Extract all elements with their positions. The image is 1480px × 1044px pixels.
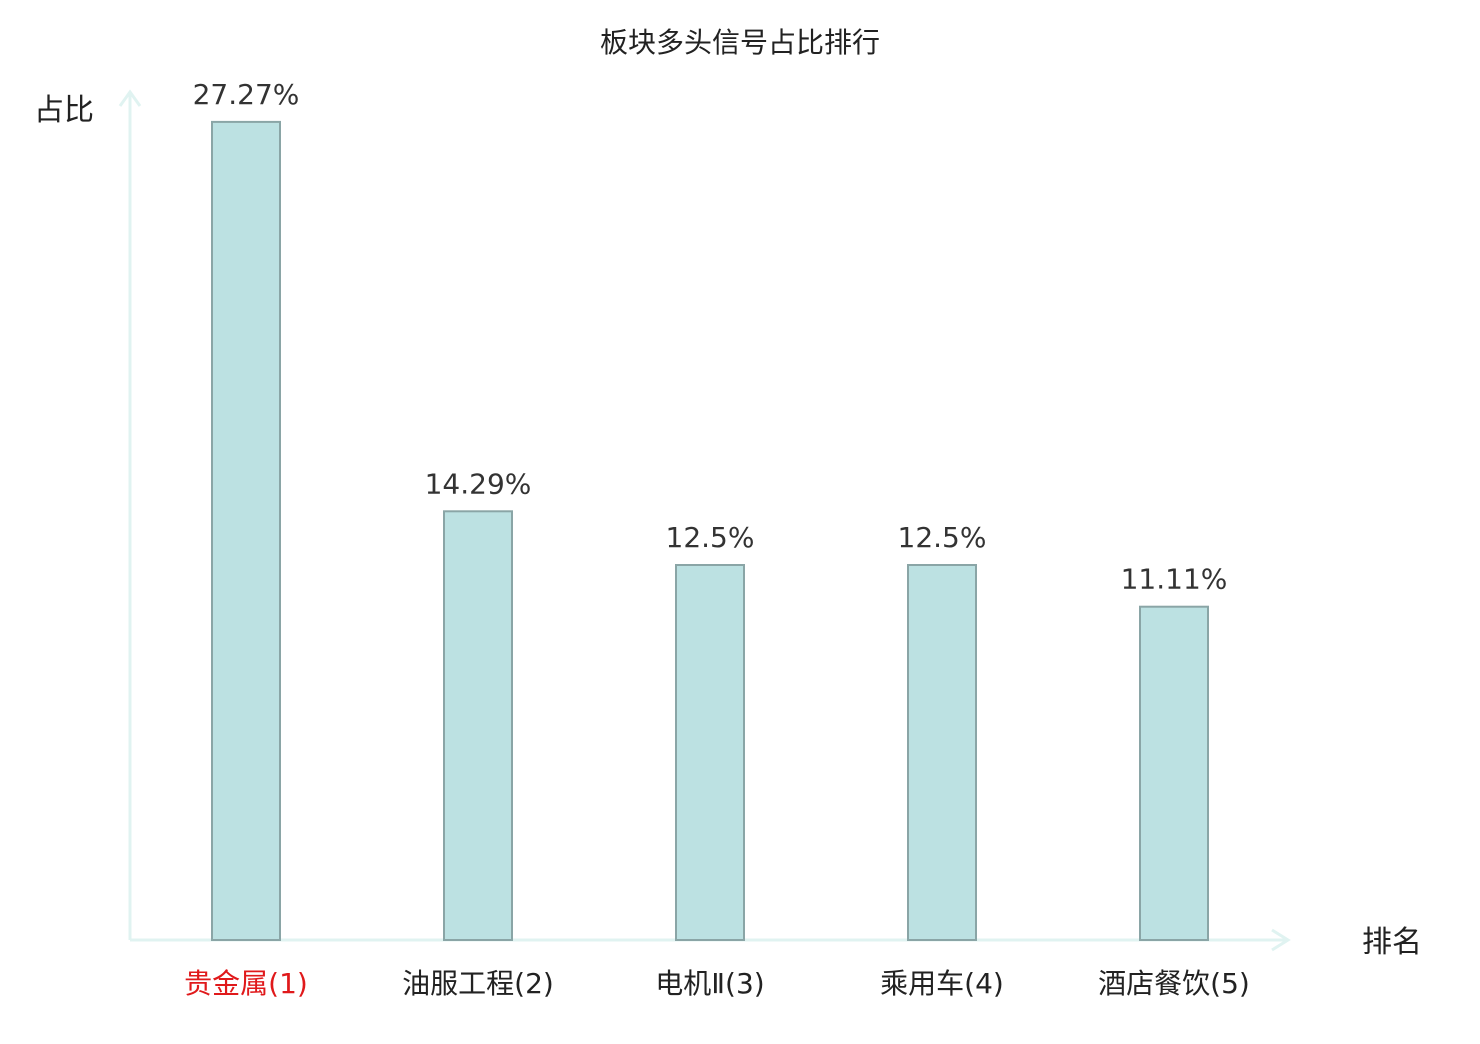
- bar-5: [1139, 605, 1209, 941]
- bar-1: [211, 120, 281, 941]
- x-tick-label-4: 乘用车(4): [880, 967, 1004, 1000]
- x-tick-label-2: 油服工程(2): [402, 967, 554, 1000]
- data-label-2: 14.29%: [425, 467, 532, 500]
- x-axis-label: 排名: [1362, 925, 1422, 960]
- bar-3: [675, 564, 745, 941]
- data-label-3: 12.5%: [666, 521, 755, 554]
- x-tick-label-3: 电机Ⅱ(3): [655, 967, 764, 1000]
- x-tick-labels: 贵金属(1) 油服工程(2) 电机Ⅱ(3) 乘用车(4) 酒店餐饮(5): [184, 967, 1250, 1000]
- x-tick-label-5: 酒店餐饮(5): [1098, 967, 1250, 1000]
- y-axis-label: 占比: [34, 93, 94, 128]
- data-label-1: 27.27%: [193, 78, 300, 111]
- bar-2: [443, 510, 513, 941]
- data-label-5: 11.11%: [1121, 563, 1228, 596]
- data-label-4: 12.5%: [898, 521, 987, 554]
- data-labels: 27.27% 14.29% 12.5% 12.5% 11.11%: [193, 78, 1228, 596]
- x-tick-label-1: 贵金属(1): [184, 967, 308, 1000]
- bars: [211, 120, 1209, 941]
- x-axis-arrow: [1271, 928, 1291, 952]
- chart-title: 板块多头信号占比排行: [600, 26, 880, 59]
- bar-4: [907, 564, 977, 941]
- y-axis: [118, 89, 142, 940]
- y-axis-arrow: [118, 89, 142, 107]
